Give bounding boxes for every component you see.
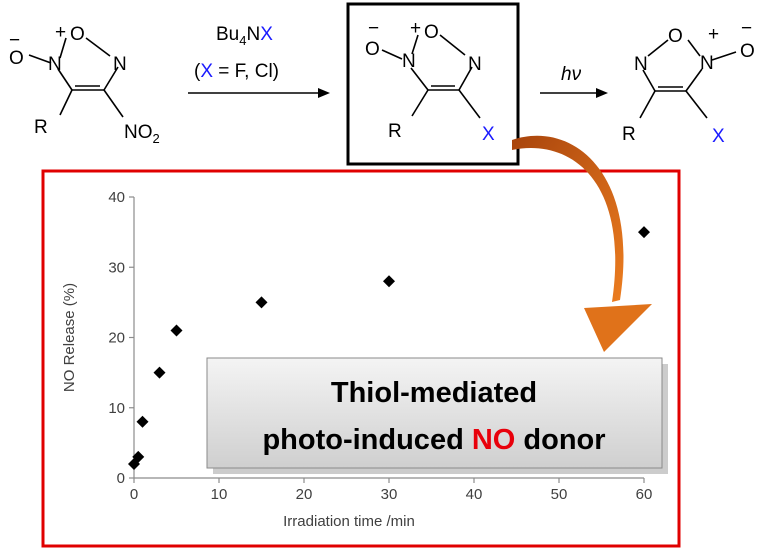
x-tick-label: 50 (551, 486, 568, 503)
data-point (638, 226, 650, 239)
ring-nitrogen: N (113, 54, 127, 75)
minus-charge: − (9, 30, 20, 51)
data-point (136, 415, 149, 428)
plus-charge: + (55, 22, 66, 43)
plus-charge: + (410, 18, 421, 39)
callout-box: Thiol-mediated photo-induced NO donor (206, 357, 668, 474)
y-tick-label: 40 (108, 189, 125, 206)
data-points (128, 226, 650, 470)
hv-label: hν (561, 64, 582, 85)
oxide-oxygen: O (9, 48, 24, 69)
oxide-oxygen: O (365, 39, 380, 60)
y-tick-labels: 0 10 20 30 40 (108, 189, 125, 487)
halogen-x: X (712, 126, 725, 147)
curved-arrow (512, 135, 652, 352)
y-tick-label: 0 (117, 470, 125, 487)
callout-line1: Thiol-mediated (331, 377, 537, 409)
data-point (255, 296, 268, 309)
x-tick-label: 10 (211, 486, 228, 503)
data-point (170, 324, 183, 337)
reaction-scheme: − O + N O N R NO2 Bu4NX (X = F, Cl) (9, 2, 755, 166)
data-point (153, 366, 166, 379)
y-tick-label: 20 (108, 330, 125, 347)
molecule-nitrofuroxan: − O + N O N R NO2 (9, 22, 160, 146)
y-axis-label: NO Release (%) (61, 283, 78, 392)
reagent-label: Bu4NX (216, 24, 273, 48)
minus-charge: − (741, 18, 752, 39)
plus-charge: + (708, 24, 719, 45)
x-tick-label: 60 (636, 486, 653, 503)
y-tick-label: 30 (108, 259, 125, 276)
ring-nitrogen: N (402, 51, 416, 72)
x-tick-label: 30 (381, 486, 398, 503)
x-tick-label: 20 (296, 486, 313, 503)
chart-axes (129, 196, 645, 483)
r-group: R (34, 117, 48, 138)
ring-oxygen: O (668, 26, 683, 47)
halogen-x: X (482, 124, 495, 145)
x-tick-labels: 0 10 20 30 40 50 60 (130, 486, 653, 503)
data-point (132, 450, 145, 463)
r-group: R (622, 124, 636, 145)
reaction-arrow-photolysis: hν (540, 64, 608, 98)
x-tick-label: 0 (130, 486, 138, 503)
ring-nitrogen: N (48, 54, 62, 75)
reaction-arrow-halide: Bu4NX (X = F, Cl) (188, 24, 330, 98)
ring-oxygen: O (424, 22, 439, 43)
ring-nitrogen: N (700, 53, 714, 74)
y-tick-label: 10 (108, 400, 125, 417)
oxide-oxygen: O (740, 41, 755, 62)
callout-line2: photo-induced NO donor (262, 424, 605, 456)
ring-oxygen: O (70, 24, 85, 45)
x-tick-label: 40 (466, 486, 483, 503)
molecule-rearranged-furoxan: N O + N − O R X (622, 18, 755, 147)
reagent-condition: (X = F, Cl) (194, 61, 279, 82)
highlight-box (346, 2, 520, 166)
r-group: R (388, 121, 402, 142)
x-axis-label: Irradiation time /min (283, 513, 415, 530)
ring-nitrogen: N (634, 54, 648, 75)
ring-nitrogen: N (468, 54, 482, 75)
minus-charge: − (368, 18, 379, 39)
molecule-halofuroxan-boxed: − O + N O N R X (346, 2, 520, 166)
data-point (383, 275, 395, 288)
scatter-chart: 0 10 20 30 40 0 10 20 30 40 50 60 Irradiation time… (61, 189, 652, 530)
nitro-group: NO2 (124, 122, 160, 146)
